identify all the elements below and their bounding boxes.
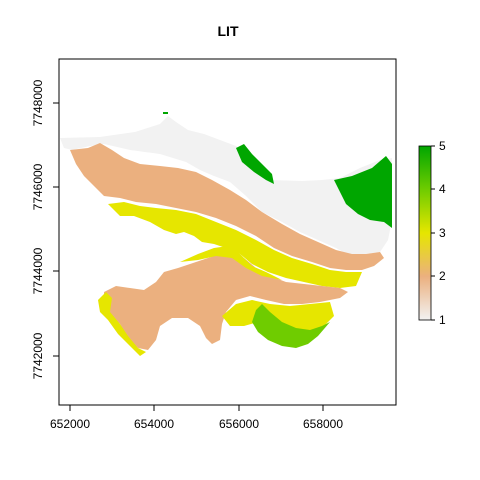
plot-frame — [58, 58, 397, 406]
y-tick-label: 7748000 — [31, 79, 45, 126]
region-class-2-upper — [70, 143, 384, 270]
map-title: LIT — [218, 23, 239, 39]
y-tick-label: 7746000 — [31, 163, 45, 210]
legend-colorbar — [418, 145, 432, 321]
legend-tick-label: 4 — [439, 182, 446, 196]
x-axis: 652000 654000 656000 658000 — [50, 405, 343, 431]
x-tick-label: 656000 — [219, 417, 259, 431]
legend-tick-label: 1 — [439, 313, 446, 327]
region-class-1 — [60, 116, 392, 256]
raster-layer — [60, 112, 392, 356]
region-class-4 — [252, 304, 330, 348]
y-tick-label: 7742000 — [31, 332, 45, 379]
x-tick-label: 658000 — [303, 417, 343, 431]
y-tick-label: 7744000 — [31, 247, 45, 294]
region-class-5-right — [334, 156, 392, 228]
legend: 1 2 3 4 5 — [418, 139, 446, 327]
legend-tick-label: 2 — [439, 269, 446, 283]
region-class-3-left-edge — [98, 292, 146, 356]
region-class-3-upper — [108, 202, 362, 288]
region-class-2-lower — [104, 254, 348, 350]
y-axis: 7742000 7744000 7746000 7748000 — [31, 79, 59, 379]
region-class-3-lower-top — [180, 246, 282, 280]
legend-tick-label: 5 — [439, 139, 446, 153]
region-class-3-lower-bottom — [222, 300, 334, 334]
region-class-5-dot — [163, 112, 168, 114]
x-tick-label: 654000 — [134, 417, 174, 431]
x-tick-label: 652000 — [50, 417, 90, 431]
legend-tick-label: 3 — [439, 226, 446, 240]
region-class-5-top — [236, 144, 274, 184]
